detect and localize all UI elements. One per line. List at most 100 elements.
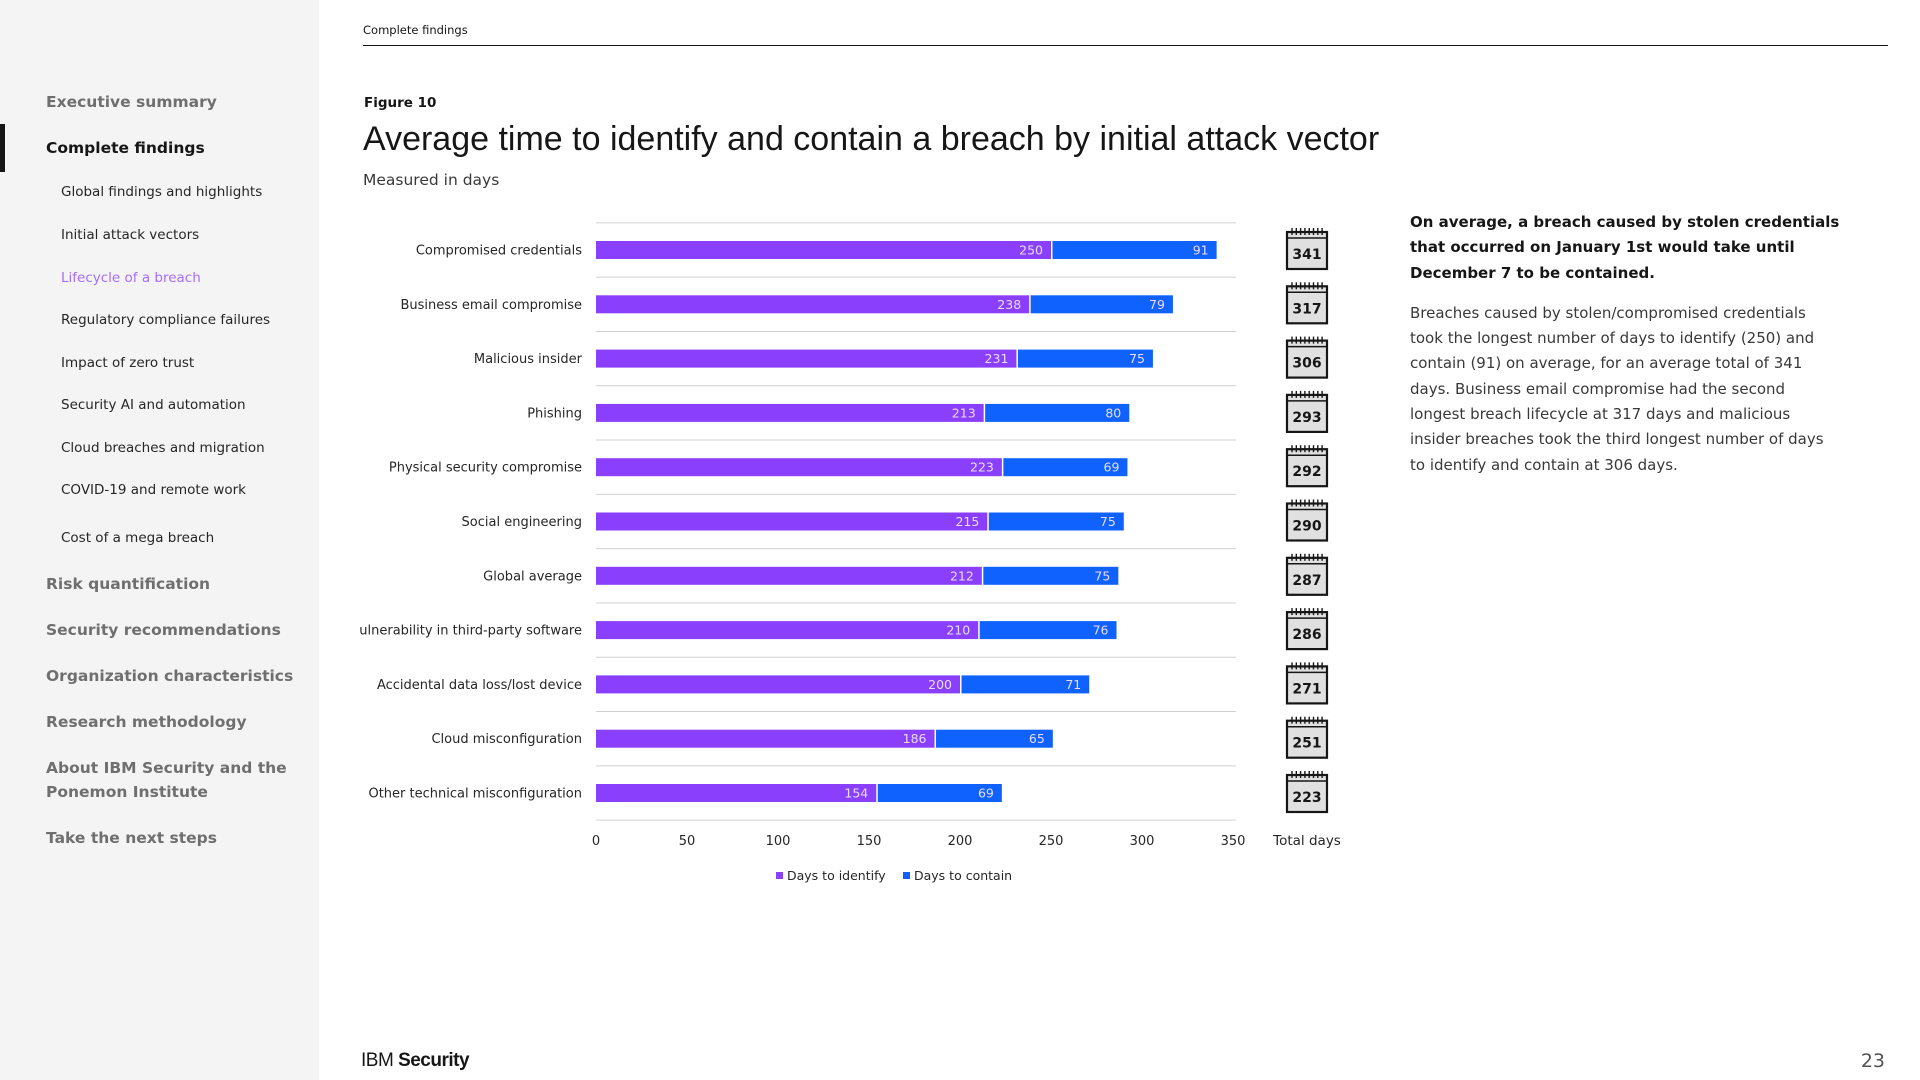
- figure-subtitle: Measured in days: [363, 171, 500, 189]
- nav-sub-zero-trust[interactable]: Impact of zero trust: [61, 355, 195, 371]
- identify-value-label: 223: [970, 460, 994, 475]
- active-indicator: [0, 124, 5, 172]
- calendar-icon: [1285, 228, 1329, 271]
- contain-bar: [985, 403, 1130, 422]
- figure-label: Figure 10: [364, 95, 437, 111]
- nav-complete-findings[interactable]: Complete findings: [46, 139, 205, 157]
- identify-value-label: 238: [997, 297, 1021, 312]
- calendar-icon: [1285, 662, 1329, 705]
- identify-value-label: 231: [985, 351, 1009, 366]
- identify-value-label: 186: [903, 731, 927, 746]
- category-label: Cloud misconfiguration: [431, 732, 582, 747]
- sidebar: Executive summary Complete findings Glob…: [0, 0, 319, 1080]
- calendar-icon: [1285, 282, 1329, 325]
- contain-bar: [1030, 295, 1173, 314]
- commentary: On average, a breach caused by stolen cr…: [1410, 210, 1840, 478]
- nav-research-methodology[interactable]: Research methodology: [46, 713, 247, 731]
- identify-value-label: 250: [1019, 243, 1043, 258]
- identify-bar: [596, 675, 960, 694]
- contain-value-label: 69: [1104, 460, 1120, 475]
- contain-value-label: 69: [978, 786, 994, 801]
- contain-value-label: 80: [1105, 405, 1121, 420]
- contain-value-label: 79: [1149, 297, 1165, 312]
- figure-title: Average time to identify and contain a b…: [363, 120, 1380, 158]
- nav-executive-summary[interactable]: Executive summary: [46, 93, 217, 111]
- contain-value-label: 75: [1100, 514, 1116, 529]
- identify-bar: [596, 295, 1030, 314]
- nav-sub-security-ai[interactable]: Security AI and automation: [61, 397, 246, 413]
- calendar-icon: [1285, 553, 1329, 596]
- contain-bar: [1052, 241, 1217, 259]
- category-label: Physical security compromise: [389, 461, 582, 476]
- header-divider: [363, 45, 1888, 46]
- commentary-body: Breaches caused by stolen/compromised cr…: [1410, 303, 1824, 474]
- x-tick-label: 300: [1130, 834, 1155, 849]
- category-label: Other technical misconfiguration: [368, 787, 582, 802]
- nav-organization-characteristics[interactable]: Organization characteristics: [46, 667, 294, 685]
- calendar-icon: [1285, 716, 1329, 759]
- total-days-label: 292: [1292, 464, 1321, 480]
- contain-bar: [1017, 349, 1153, 368]
- contain-value-label: 91: [1193, 243, 1209, 258]
- calendar-icon: [1285, 499, 1329, 542]
- nav-sub-global-findings[interactable]: Global findings and highlights: [61, 184, 263, 200]
- identify-value-label: 213: [952, 405, 976, 420]
- nav-about-ibm-ponemon[interactable]: About IBM Security and the Ponemon Insti…: [46, 759, 287, 801]
- ibm-security-logo: IBM Security: [361, 1050, 470, 1072]
- contain-value-label: 65: [1029, 731, 1045, 746]
- nav-sub-mega-breach[interactable]: Cost of a mega breach: [61, 530, 215, 546]
- nav-sub-regulatory-compliance[interactable]: Regulatory compliance failures: [61, 312, 271, 328]
- category-label: Accidental data loss/lost device: [377, 678, 582, 693]
- nav-sub-lifecycle-of-a-breach[interactable]: Lifecycle of a breach: [61, 270, 201, 286]
- contain-bar: [1003, 458, 1128, 477]
- contain-value-label: 75: [1094, 568, 1110, 583]
- nav-risk-quantification[interactable]: Risk quantification: [46, 575, 211, 593]
- identify-bar: [596, 566, 982, 585]
- total-days-label: 306: [1292, 356, 1321, 372]
- category-label: Social engineering: [462, 515, 582, 530]
- contain-value-label: 71: [1065, 677, 1081, 692]
- category-label: Vulnerability in third-party software: [360, 624, 582, 639]
- nav-sub-covid-remote-work[interactable]: COVID-19 and remote work: [61, 482, 246, 498]
- category-label: Phishing: [527, 406, 582, 421]
- total-days-label: 271: [1292, 681, 1321, 697]
- legend-label: Days to identify: [787, 868, 886, 883]
- nav-take-next-steps[interactable]: Take the next steps: [46, 829, 218, 847]
- logo-ibm: IBM: [361, 1050, 394, 1071]
- legend-label: Days to contain: [914, 868, 1012, 883]
- identify-value-label: 215: [955, 514, 979, 529]
- identify-bar: [596, 784, 877, 802]
- legend-swatch: [903, 872, 910, 879]
- section-header: Complete findings: [363, 23, 468, 37]
- x-tick-label: 250: [1039, 834, 1064, 849]
- breach-lifecycle-bar-chart: Compromised credentials 250 91 341 Business …: [360, 222, 1341, 883]
- identify-bar: [596, 458, 1002, 477]
- total-days-label: 317: [1292, 301, 1321, 317]
- category-label: Malicious insider: [474, 352, 583, 367]
- x-tick-label: 0: [592, 834, 600, 849]
- contain-bar: [961, 675, 1090, 694]
- total-days-label: 290: [1292, 519, 1321, 535]
- x-tick-label: 100: [766, 834, 791, 849]
- contain-bar: [988, 512, 1124, 531]
- identify-value-label: 154: [844, 786, 868, 801]
- legend-swatch: [776, 872, 783, 879]
- nav-security-recommendations[interactable]: Security recommendations: [46, 621, 281, 639]
- logo-security: Security: [398, 1050, 470, 1071]
- total-days-label: 286: [1292, 627, 1321, 643]
- total-days-label: 251: [1292, 736, 1321, 752]
- x-tick-label: 50: [679, 834, 696, 849]
- x-tick-label: 350: [1221, 834, 1246, 849]
- nav-sub-initial-attack-vectors[interactable]: Initial attack vectors: [61, 227, 200, 243]
- calendar-icon: [1285, 771, 1329, 814]
- total-days-label: 287: [1292, 573, 1321, 589]
- page-number: 23: [1860, 1050, 1885, 1072]
- identify-bar: [596, 403, 984, 422]
- total-days-label: 293: [1292, 410, 1321, 426]
- x-tick-label: 200: [948, 834, 973, 849]
- identify-value-label: 200: [928, 677, 952, 692]
- identify-bar: [596, 241, 1051, 259]
- identify-bar: [596, 621, 979, 640]
- nav-sub-cloud-breaches[interactable]: Cloud breaches and migration: [61, 440, 265, 456]
- identify-bar: [596, 349, 1017, 368]
